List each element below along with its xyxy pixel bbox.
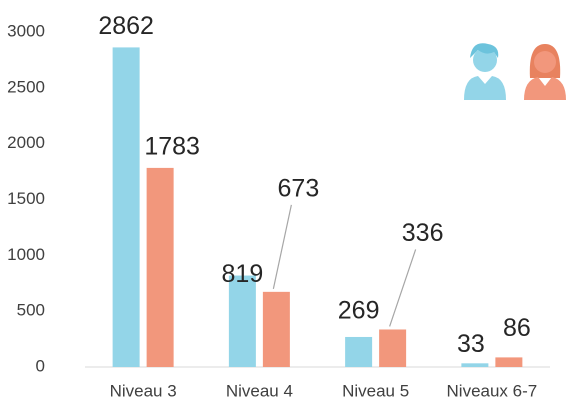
- bar: [495, 357, 523, 367]
- x-tick-label: Niveau 5: [342, 381, 409, 400]
- x-tick-label: Niveaux 6-7: [447, 381, 538, 400]
- legend-icon-male: [464, 43, 506, 100]
- value-label: 2862: [98, 12, 154, 40]
- leader-line: [389, 249, 417, 327]
- bar: [262, 291, 290, 367]
- y-tick-label: 2500: [7, 77, 45, 96]
- value-label: 819: [222, 260, 264, 288]
- bar: [461, 363, 489, 367]
- bar: [112, 47, 140, 367]
- bar: [379, 329, 407, 367]
- value-label: 33: [457, 330, 485, 358]
- legend-icon-female: [524, 44, 566, 100]
- bar: [345, 336, 373, 367]
- y-tick-label: 0: [36, 356, 45, 375]
- leader-line: [272, 204, 292, 289]
- value-label: 269: [338, 297, 380, 325]
- bar: [228, 275, 256, 367]
- value-label: 1783: [144, 133, 200, 161]
- y-tick-label: 2000: [7, 133, 45, 152]
- x-tick-label: Niveau 3: [110, 381, 177, 400]
- value-label: 86: [503, 314, 531, 342]
- x-tick-label: Niveau 4: [226, 381, 293, 400]
- y-tick-label: 1000: [7, 245, 45, 264]
- value-label: 673: [278, 174, 320, 202]
- y-tick-label: 3000: [7, 21, 45, 40]
- bar: [146, 167, 174, 367]
- y-tick-label: 1500: [7, 189, 45, 208]
- y-tick-label: 500: [17, 301, 45, 320]
- value-label: 336: [402, 219, 444, 247]
